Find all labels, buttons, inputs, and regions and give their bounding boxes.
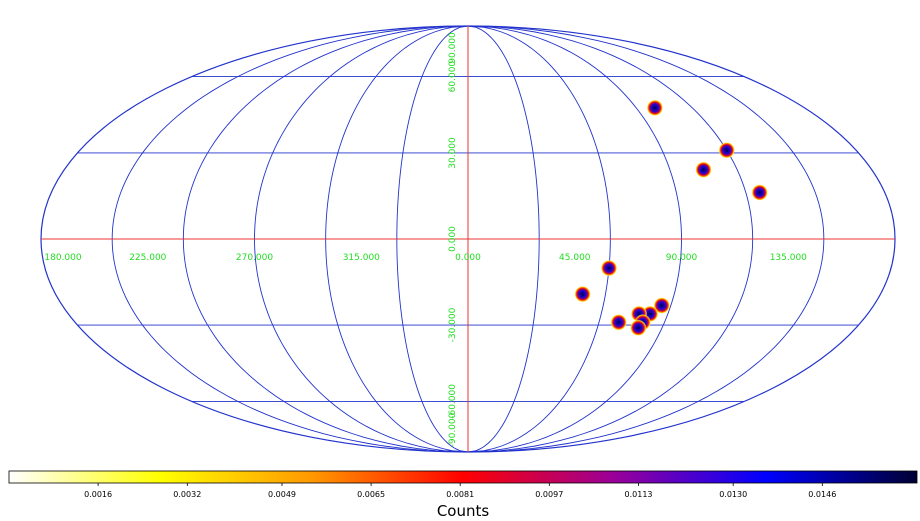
colorbar-tick-label: 0.0097	[535, 490, 563, 499]
colorbar: 0.0016 0.0032 0.0049 0.0065 0.0081 0.0097 0.01…	[8, 470, 918, 520]
colorbar-tick-label: 0.0113	[625, 490, 653, 499]
data-point	[653, 297, 670, 314]
colorbar-tick-label: 0.0016	[84, 490, 112, 499]
colorbar-tick-label: 0.0130	[719, 490, 747, 499]
map-axes	[41, 26, 895, 452]
data-point	[601, 260, 617, 277]
colorbar-title: Counts	[437, 502, 490, 520]
data-point	[718, 142, 735, 159]
longitude-label: 225.000	[129, 253, 166, 263]
latitude-label: -60.000	[448, 384, 458, 419]
longitude-label: 45.000	[559, 253, 591, 263]
longitude-label: 180.000	[44, 253, 81, 263]
colorbar-tick-label: 0.0032	[173, 490, 201, 499]
data-point	[695, 161, 712, 178]
latitude-label: -30.000	[448, 307, 458, 342]
longitude-label: 0.000	[455, 253, 481, 263]
longitude-label: 90.000	[666, 253, 698, 263]
data-point	[574, 286, 591, 303]
data-point	[646, 99, 663, 116]
latitude-label: 30.000	[448, 137, 458, 169]
data-point	[610, 314, 627, 331]
grid-labels: 180.000 135.000 90.000 45.000 0.000 315.000 27…	[44, 32, 807, 447]
longitude-label: 270.000	[236, 253, 273, 263]
colorbar-tick-label: 0.0049	[268, 490, 296, 499]
data-point	[630, 319, 647, 336]
longitude-label: 135.000	[770, 253, 807, 263]
latitude-label: 60.000	[448, 61, 458, 93]
latitude-label: -90.000	[448, 412, 458, 447]
colorbar-tick-label: 0.0065	[357, 490, 385, 499]
colorbar-tick-label: 0.0146	[808, 490, 836, 499]
latitude-label: 0.000	[448, 226, 458, 252]
longitude-label: 315.000	[343, 253, 380, 263]
latitude-label: 90.000	[448, 32, 458, 64]
colorbar-tick-label: 0.0081	[446, 490, 474, 499]
source-points	[574, 99, 768, 336]
colorbar-gradient	[8, 470, 918, 484]
data-point	[751, 184, 768, 201]
